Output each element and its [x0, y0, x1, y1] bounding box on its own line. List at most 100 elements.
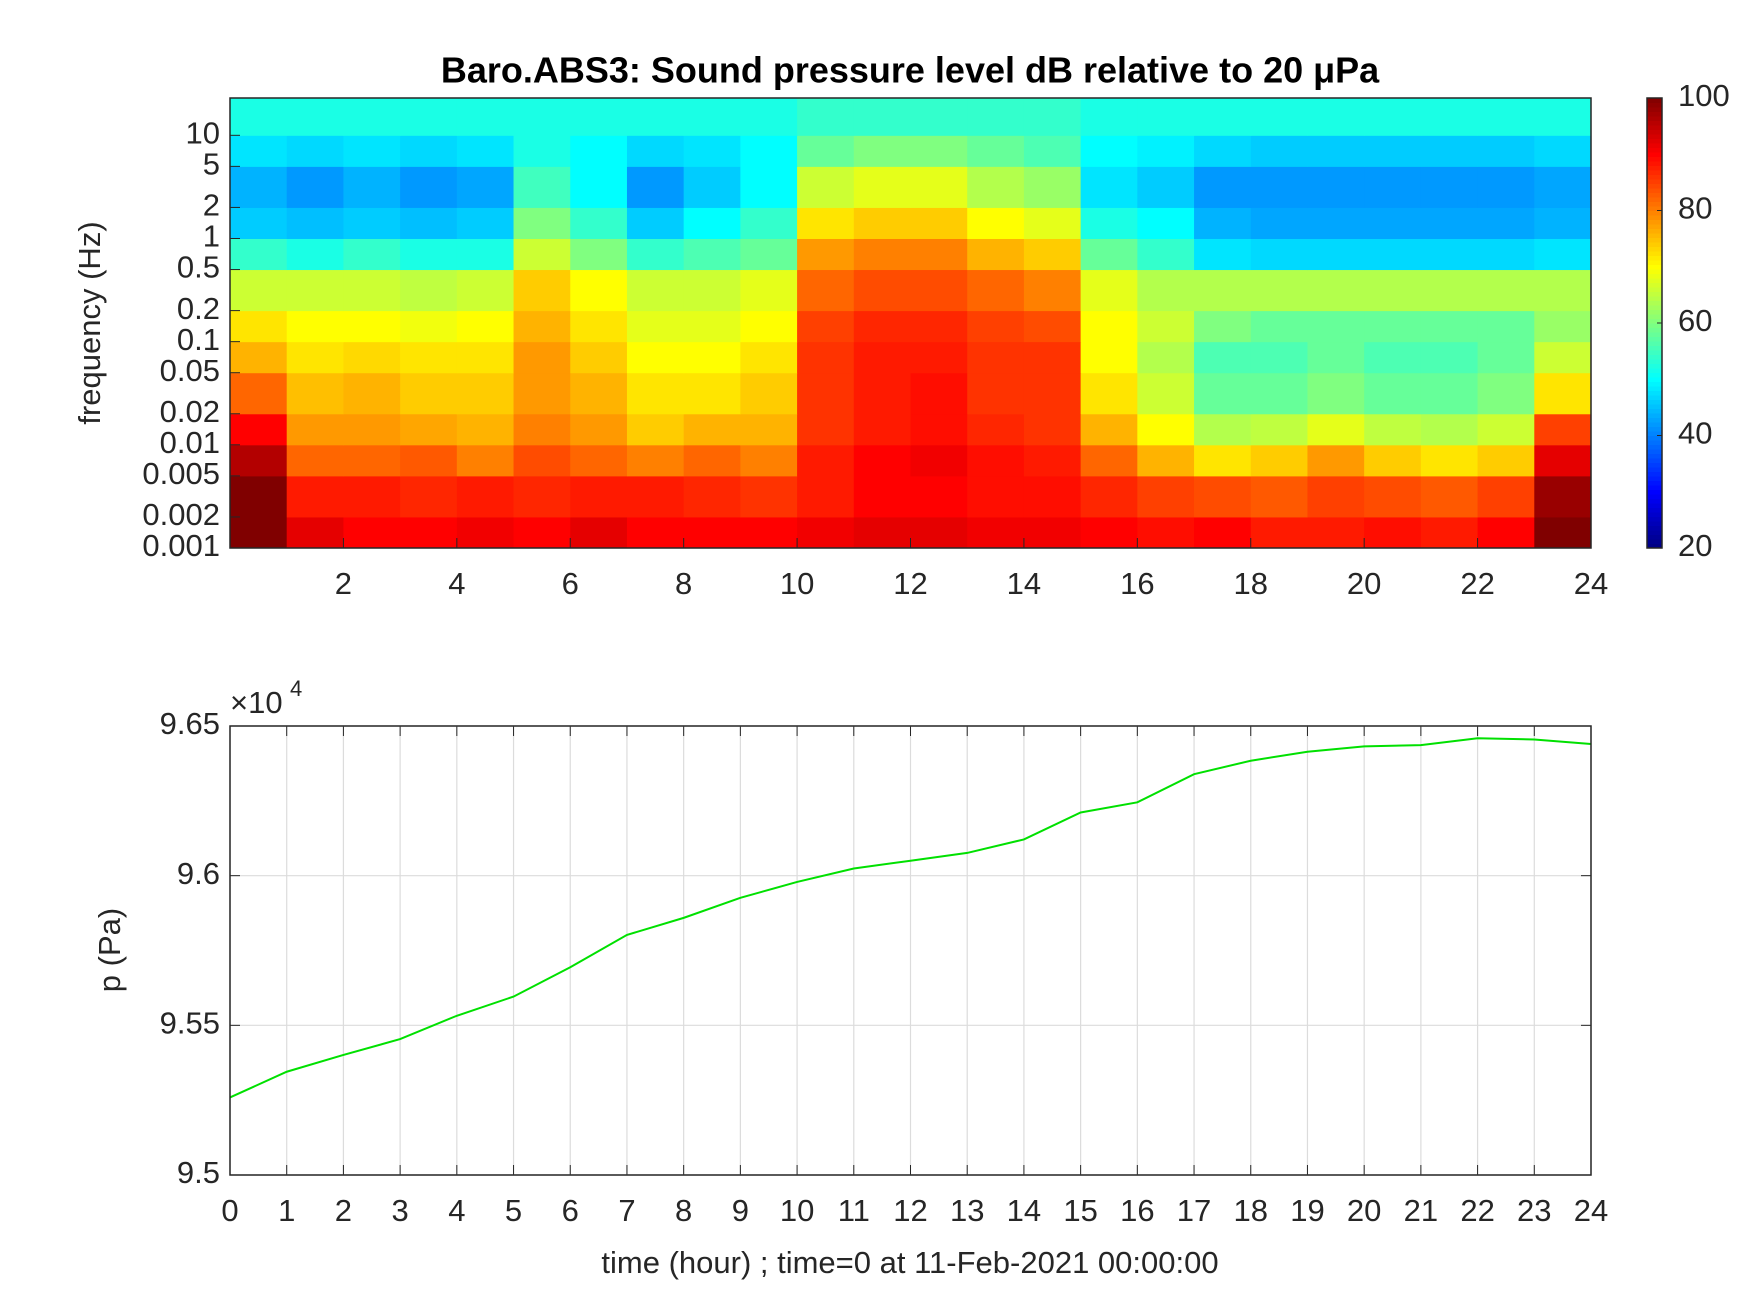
colorbar-strip	[1647, 471, 1662, 477]
colorbar-strip	[1647, 327, 1662, 333]
heat-cell	[400, 413, 458, 446]
heat-cell	[1080, 135, 1138, 167]
heat-cell	[1364, 238, 1422, 271]
heat-cell	[910, 135, 968, 167]
x-tick-label: 12	[893, 566, 927, 601]
heat-cell	[797, 135, 855, 167]
heat-cell	[1194, 207, 1252, 239]
heat-cell	[1307, 475, 1365, 518]
heat-cell	[910, 269, 968, 312]
heat-cell	[230, 310, 288, 343]
colorbar-strip	[1647, 134, 1662, 139]
heat-cell	[570, 372, 628, 415]
heat-cell	[1307, 166, 1365, 208]
heat-cell	[230, 98, 288, 136]
heat-cell	[343, 444, 401, 477]
x-tick-label: 8	[675, 566, 692, 601]
heat-cell	[626, 166, 685, 208]
colorbar-strip	[1647, 359, 1662, 364]
heat-cell	[1250, 310, 1308, 343]
x-tick-label: 10	[780, 1193, 814, 1228]
heat-cell	[1534, 372, 1592, 415]
heat-cell	[456, 475, 515, 518]
heat-cell	[1080, 372, 1138, 415]
colorbar-strip	[1647, 368, 1662, 373]
heat-cell	[1023, 341, 1082, 374]
heat-cell	[400, 444, 458, 477]
heat-cell	[910, 166, 968, 208]
colorbar-strip	[1647, 404, 1662, 409]
heat-cell	[626, 135, 685, 167]
colorbar-strip	[1647, 512, 1662, 517]
heat-cell	[626, 238, 685, 271]
heat-cell	[1477, 269, 1535, 312]
heat-cell	[343, 207, 401, 239]
y-tick-label: 10	[186, 116, 220, 151]
heat-cell	[1250, 166, 1308, 208]
heat-cell	[230, 372, 288, 415]
colorbar-tick-label: 60	[1678, 303, 1712, 338]
heat-cell	[286, 310, 344, 343]
heat-cell	[400, 310, 458, 343]
colorbar-strip	[1647, 120, 1662, 126]
heat-cell	[683, 444, 741, 477]
heat-cell	[853, 310, 911, 343]
heat-cell	[853, 475, 911, 518]
heat-cell	[1194, 238, 1252, 271]
colorbar-strip	[1647, 278, 1662, 283]
colorbar-strip	[1647, 219, 1662, 225]
heat-cell	[967, 516, 1025, 549]
colorbar-strip	[1647, 179, 1662, 184]
y-tick-label: 0.2	[177, 291, 220, 326]
x-tick-label: 14	[1007, 566, 1041, 601]
heat-cell	[513, 372, 571, 415]
heat-cell	[797, 413, 855, 446]
x-tick-label: 0	[221, 1193, 238, 1228]
colorbar-strip	[1647, 498, 1662, 504]
heat-cell	[910, 413, 968, 446]
colorbar-strip	[1647, 206, 1662, 211]
heat-cell	[910, 98, 968, 136]
colorbar-strip	[1647, 323, 1662, 328]
colorbar-strip	[1647, 111, 1662, 117]
heat-cell	[1250, 238, 1308, 271]
heat-cell	[626, 269, 685, 312]
x-tick-label: 1	[278, 1193, 295, 1228]
plot-frame	[229, 725, 1592, 1176]
colorbar-strip	[1647, 467, 1662, 472]
heat-cell	[1534, 269, 1592, 312]
heat-cell	[400, 341, 458, 374]
colorbar-strip	[1647, 129, 1662, 135]
colorbar-strip	[1647, 255, 1662, 261]
y-tick-label: 5	[203, 147, 220, 182]
heat-cell	[456, 341, 515, 374]
x-tick-label: 5	[505, 1193, 522, 1228]
heat-cell	[456, 98, 515, 136]
colorbar-strip	[1647, 494, 1662, 499]
heat-cell	[910, 372, 968, 415]
heat-cell	[1477, 98, 1535, 136]
heat-cell	[230, 413, 288, 446]
heat-cell	[343, 341, 401, 374]
colorbar-strip	[1647, 480, 1662, 486]
heat-cell	[683, 341, 741, 374]
heat-cell	[570, 516, 628, 549]
heat-cell	[1137, 166, 1195, 208]
heat-cell	[967, 135, 1025, 167]
heat-cell	[1307, 413, 1365, 446]
heat-cell	[1364, 372, 1422, 415]
colorbar-strip	[1647, 408, 1662, 414]
heat-cell	[400, 372, 458, 415]
heat-cell	[286, 341, 344, 374]
heat-cell	[1477, 238, 1535, 271]
colorbar-strip	[1647, 489, 1662, 495]
colorbar-strip	[1647, 183, 1662, 189]
x-tick-label: 21	[1404, 1193, 1438, 1228]
heat-cell	[1023, 98, 1082, 136]
heat-cell	[1364, 413, 1422, 446]
colorbar-strip	[1647, 516, 1662, 522]
heat-cell	[400, 135, 458, 167]
heat-cell	[797, 166, 855, 208]
heat-cell	[230, 444, 288, 477]
